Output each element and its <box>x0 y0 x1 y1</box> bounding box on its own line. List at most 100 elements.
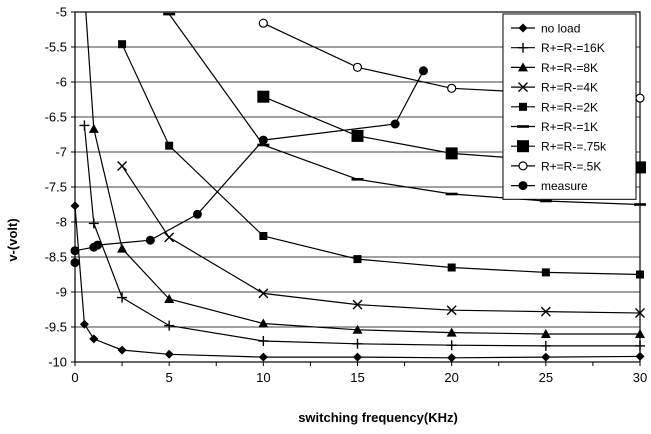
data-point <box>540 306 551 317</box>
data-point <box>79 120 90 131</box>
data-point <box>353 255 362 264</box>
series-8 <box>70 66 428 268</box>
x-tick-label: 25 <box>539 370 553 385</box>
data-point <box>164 349 174 359</box>
data-point <box>70 201 80 211</box>
data-point <box>540 340 551 351</box>
series-2 <box>85 12 645 338</box>
data-point <box>88 218 99 229</box>
y-tick-label: -9 <box>55 285 67 300</box>
y-tick-label: -9.5 <box>45 320 67 335</box>
data-point <box>635 308 645 318</box>
data-point <box>635 93 645 103</box>
data-point <box>352 62 363 72</box>
data-point <box>164 232 175 243</box>
x-tick-label: 0 <box>71 370 78 385</box>
data-point <box>89 334 99 344</box>
axes <box>71 11 641 366</box>
data-point <box>447 353 457 363</box>
series-line <box>168 13 640 206</box>
legend-label: no load <box>541 22 580 36</box>
data-point <box>117 161 128 171</box>
data-point <box>418 66 428 76</box>
data-point <box>79 319 89 329</box>
data-point <box>390 119 400 129</box>
legend-label: R+=R-=.5K <box>541 159 601 173</box>
y-tick-label: -8.5 <box>45 250 67 265</box>
data-point <box>258 318 269 328</box>
legend-marker <box>518 23 528 33</box>
legend-item: R+=R-=16K <box>511 41 605 55</box>
data-point <box>117 345 127 355</box>
legend-marker <box>518 42 528 53</box>
data-point <box>70 246 80 256</box>
legend-label: R+=R-=4K <box>541 81 598 95</box>
legend-item: no load <box>511 22 580 36</box>
data-point <box>258 336 269 346</box>
legend-item: measure <box>511 179 588 193</box>
data-point <box>70 258 80 268</box>
y-tick-label: -8 <box>55 215 67 230</box>
legend-item: R+=R-=8K <box>511 61 598 75</box>
legend-item: R+=R-=1K <box>511 120 598 134</box>
data-point <box>353 352 362 362</box>
x-tick-label: 20 <box>444 370 458 385</box>
data-point <box>164 294 175 303</box>
y-tick-label: -5 <box>55 5 67 20</box>
data-point <box>634 161 646 174</box>
x-tick-label: 5 <box>166 370 173 385</box>
data-point <box>118 40 127 49</box>
y-tick-label: -7.5 <box>45 180 67 195</box>
series-1 <box>79 120 645 351</box>
legend-item: R+=R-=.5K <box>511 159 601 173</box>
series-3 <box>117 161 645 318</box>
data-point <box>446 305 457 316</box>
legend-label: R+=R-=.75k <box>541 140 607 154</box>
legend-label: R+=R-=2K <box>541 100 598 114</box>
data-point <box>447 263 456 272</box>
legend-item: R+=R-=4K <box>511 81 598 95</box>
data-point <box>145 235 155 245</box>
x-tick-label: 30 <box>633 370 647 385</box>
data-point <box>352 338 363 349</box>
legend-label: R+=R-=8K <box>541 61 598 75</box>
data-point <box>88 123 99 133</box>
data-point <box>636 270 644 279</box>
series-4 <box>118 40 644 279</box>
series-0 <box>70 201 645 363</box>
legend-marker <box>518 62 528 72</box>
data-point <box>258 135 268 145</box>
legend-item: R+=R-=2K <box>511 100 598 114</box>
data-point <box>258 288 269 299</box>
y-tick-label: -6 <box>55 75 67 90</box>
legend-marker <box>517 140 529 153</box>
data-point <box>164 320 175 331</box>
legend-label: R+=R-=16K <box>541 41 605 55</box>
x-tick-label: 15 <box>350 370 364 385</box>
plot-area <box>70 12 646 363</box>
series-line <box>75 205 640 359</box>
legend: no load R+=R-=16K R+=R-=8K R+=R-=4K R+=R-=2K… <box>502 13 637 200</box>
data-point <box>117 243 128 253</box>
data-point <box>540 329 551 338</box>
data-point <box>635 340 645 351</box>
data-point <box>541 268 550 277</box>
data-point <box>258 18 268 28</box>
data-point <box>352 299 363 310</box>
data-point <box>117 292 128 303</box>
legend-marker <box>518 161 528 171</box>
legend-label: R+=R-=1K <box>541 120 598 134</box>
y-tick-label: -6.5 <box>45 110 67 125</box>
y-axis-title: v-(volt) <box>5 218 20 261</box>
tick-labels: -5 -5.5 -6 -6.5 -7 -7.5 -8 -8.5 -9 -9.5 -10 0 5 10 15 2… <box>45 5 648 386</box>
legend-marker <box>519 102 527 111</box>
data-point <box>192 209 202 219</box>
data-point <box>257 90 270 103</box>
y-tick-label: -7 <box>55 145 67 160</box>
data-point <box>446 327 457 337</box>
y-tick-label: -10 <box>48 355 67 370</box>
legend-item: R+=R-=.75k <box>511 140 607 154</box>
data-point <box>541 352 551 362</box>
data-point <box>259 232 268 240</box>
